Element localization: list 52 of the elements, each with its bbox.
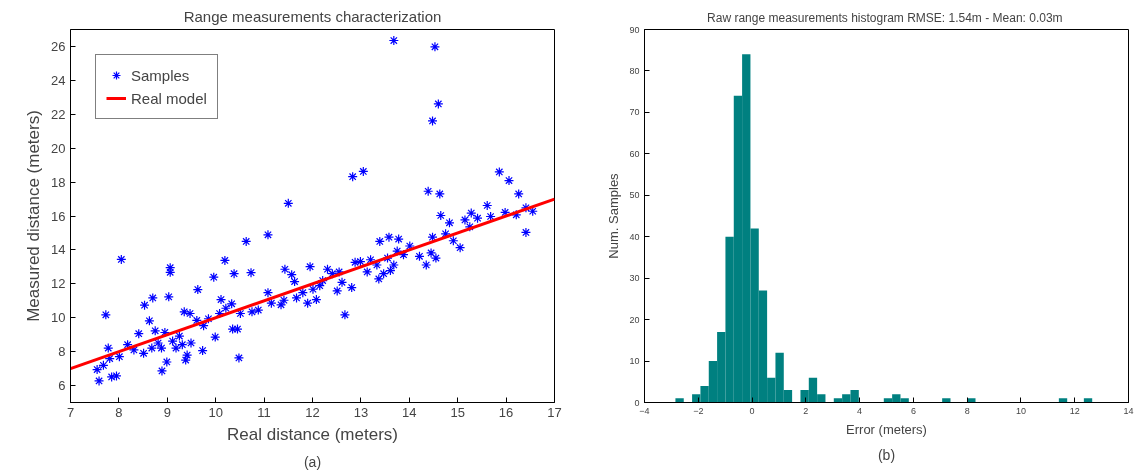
x-tick-label: 12 [305, 404, 320, 420]
y-tick-label: 40 [629, 231, 640, 242]
legend-label: Real model [131, 89, 207, 107]
text: (b) [877, 446, 896, 463]
x-axis-title: Real distance (meters) [227, 424, 399, 444]
legend-label: Samples [131, 66, 190, 84]
x-tick-label: 0 [749, 405, 755, 416]
x-tick-label: 8 [115, 404, 123, 420]
x-tick-label: 17 [547, 404, 562, 420]
x-tick-label: −2 [693, 405, 704, 416]
y-tick-label: 60 [629, 148, 640, 159]
x-tick-label: 14 [1123, 405, 1134, 416]
x-axis-title: Error (meters) [846, 421, 927, 437]
y-tick-label: 14 [51, 242, 66, 258]
x-tick-label: 8 [964, 405, 970, 416]
x-tick-label: 15 [450, 404, 465, 420]
y-tick-label: 70 [629, 107, 640, 118]
y-tick-label: 90 [629, 24, 640, 35]
y-axis-title: Measured distance (meters) [24, 110, 44, 322]
y-tick-label: 80 [629, 65, 640, 76]
y-tick-label: 20 [629, 314, 640, 325]
chart-title: Raw range measurements histogram RMSE: 1.54m - Mean: 0.03m [707, 10, 1063, 25]
x-tick-label: 12 [1069, 405, 1080, 416]
x-tick-label: −4 [639, 405, 650, 416]
x-tick-label: 7 [66, 404, 75, 420]
y-tick-label: 16 [51, 208, 66, 224]
chart-title: Range measurements characterization [183, 7, 442, 25]
x-tick-label: 16 [498, 404, 514, 420]
x-tick-label: 2 [803, 405, 809, 416]
y-tick-label: 30 [629, 273, 640, 284]
y-tick-label: 12 [51, 276, 66, 292]
x-tick-label: 6 [910, 405, 916, 416]
y-tick-label: 24 [51, 72, 66, 88]
y-tick-label: 18 [51, 174, 66, 190]
y-tick-label: 6 [58, 378, 66, 394]
x-tick-label: 9 [163, 404, 171, 420]
text: (a) [303, 453, 322, 470]
x-tick-label: 10 [208, 404, 223, 420]
x-tick-label: 4 [857, 405, 863, 416]
y-tick-label: 26 [51, 38, 66, 54]
x-tick-label: 13 [353, 404, 369, 420]
y-tick-label: 10 [51, 310, 66, 326]
y-tick-label: 50 [629, 190, 640, 201]
y-axis-title: Num. Samples [606, 172, 622, 259]
y-tick-label: 8 [58, 344, 66, 360]
y-tick-label: 22 [51, 106, 66, 122]
x-tick-label: 14 [402, 404, 417, 420]
x-tick-label: 11 [257, 404, 271, 420]
y-tick-label: 0 [634, 397, 640, 408]
x-tick-label: 10 [1015, 405, 1026, 416]
y-tick-label: 10 [629, 356, 640, 367]
y-tick-label: 20 [51, 140, 66, 156]
